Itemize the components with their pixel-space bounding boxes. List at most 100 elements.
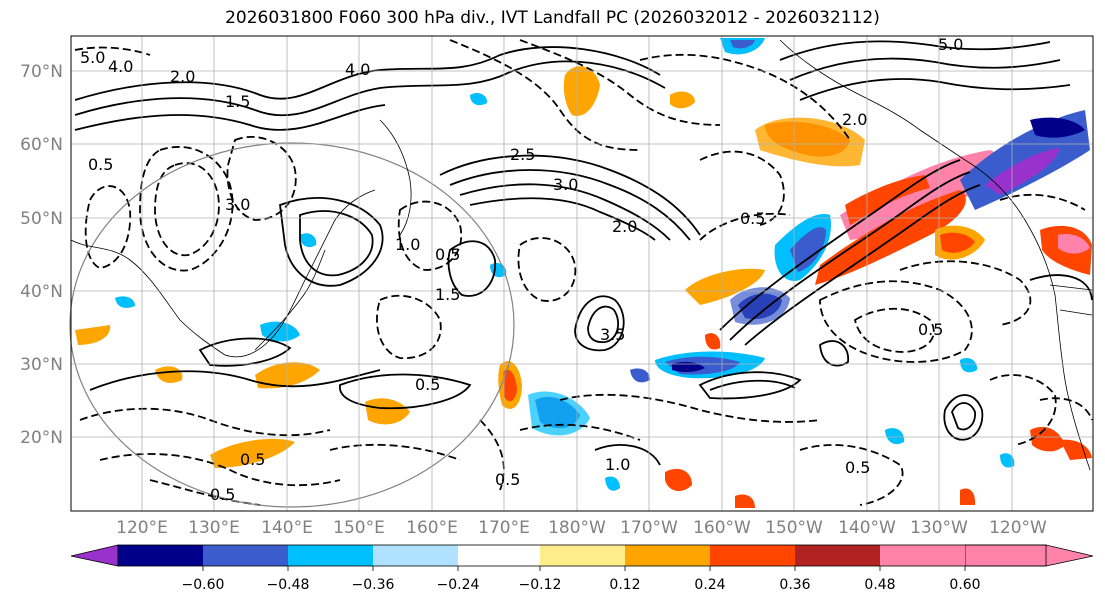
lon-label-130w: 130°W <box>910 518 968 538</box>
contour-dashed-19 <box>799 444 904 506</box>
contour-dashed-27 <box>999 193 1086 211</box>
coastlines <box>70 39 1093 471</box>
colorbar-swatch <box>540 545 625 566</box>
contour-label: 1.0 <box>605 455 630 474</box>
shading-cyan-wp-2 <box>260 321 300 342</box>
shading-orange-ct-4 <box>735 494 755 508</box>
coastline-japan <box>254 249 326 351</box>
shading-blue-1 <box>790 227 826 272</box>
shading-cyan-east-2 <box>885 428 905 445</box>
contour-dashed-26 <box>74 46 151 56</box>
contour-dashed-8 <box>449 39 641 151</box>
lat-label-70n: 70°N <box>20 62 63 82</box>
coastline-asia <box>70 189 376 358</box>
contour-solid-14 <box>574 295 625 352</box>
shading-orange-east-1 <box>960 488 976 505</box>
contour-solid-4 <box>439 154 701 236</box>
contour-dashed-16 <box>559 393 821 423</box>
contour-solid-23 <box>447 240 496 297</box>
colorbar-swatch <box>373 545 458 566</box>
lon-label-130e: 130°E <box>188 518 240 538</box>
contour-dashed-9 <box>519 39 721 126</box>
contour-dashed-14 <box>853 307 935 353</box>
contour-solid-28 <box>1029 274 1093 301</box>
map-title: 2026031800 F060 300 hPa div., IVT Landfa… <box>225 8 880 28</box>
colorbar-frame <box>117 544 1047 567</box>
lat-label-40n: 40°N <box>20 282 63 302</box>
shading-cyan-wp-4 <box>470 92 488 106</box>
shading-purple <box>985 148 1060 195</box>
contour-dashed-6 <box>517 237 577 302</box>
contour-solid-2 <box>74 60 666 117</box>
contour-solid-27 <box>819 340 849 367</box>
contour-label: 2.0 <box>170 67 195 86</box>
longitude-labels: 120°E 130°E 140°E 150°E 160°E 170°E 180°… <box>116 518 1047 538</box>
lon-label-170w: 170°W <box>620 518 678 538</box>
colorbar-swatch <box>458 545 540 566</box>
shading-blue-2 <box>730 287 790 325</box>
lon-label-140e: 140°E <box>261 518 313 538</box>
contour-label: 5.0 <box>80 48 105 67</box>
shading-blue-top-2 <box>730 40 755 49</box>
contour-solid-10 <box>744 184 981 346</box>
shading-orange-top-1 <box>563 66 600 116</box>
gridlines <box>71 36 1093 511</box>
contour-solid-25 <box>299 210 374 277</box>
shading-cyan-ct-4 <box>605 476 620 491</box>
shading-pink-right <box>1058 234 1090 254</box>
colorbar-swatch <box>625 545 710 566</box>
contour-solid-8 <box>719 159 961 331</box>
shading-navy-ct-2 <box>672 361 705 373</box>
shading-orange-wp-5 <box>75 325 111 345</box>
coastline-na-border-1 <box>1049 284 1093 291</box>
contour-solid-26 <box>594 444 661 466</box>
colorbar-label: 0.12 <box>609 577 640 593</box>
contour-label: 0.5 <box>88 155 113 174</box>
contour-solid-21 <box>198 337 292 367</box>
shading-pink-band <box>840 150 1001 240</box>
colorbar-label: −0.48 <box>267 577 310 593</box>
contour-dashed-10 <box>639 53 851 141</box>
contour-label: 1.5 <box>435 285 460 304</box>
contour-label: 5.0 <box>938 35 963 54</box>
map-frame <box>70 35 1094 512</box>
contour-solid-6 <box>459 183 671 241</box>
contour-solid-16 <box>698 371 802 400</box>
colorbar-label: −0.36 <box>352 577 395 593</box>
shading-cyan-east-1 <box>960 358 978 373</box>
contour-dashed-22 <box>79 407 331 437</box>
landfall-region-circle <box>69 142 515 508</box>
contour-dashed-11 <box>699 150 785 226</box>
coastline-na-border-2 <box>1059 309 1093 316</box>
colorbar-swatch <box>880 545 965 566</box>
contour-solid-18 <box>943 394 984 441</box>
contour-solid-7 <box>469 197 656 241</box>
shading-cyan-wp-3 <box>300 233 317 248</box>
contour-solid-19 <box>951 402 976 431</box>
colorbar-swatch <box>118 545 203 566</box>
contour-solid-20 <box>339 373 472 410</box>
shading-orange-wp-1 <box>255 362 320 389</box>
lon-label-120e: 120°E <box>116 518 168 538</box>
shading-red-ct-1 <box>503 369 517 402</box>
contour-dashed-2 <box>154 162 220 256</box>
colorbar-min-arrow <box>70 544 119 567</box>
contour-label: 3.5 <box>600 325 625 344</box>
contour-dashed-3 <box>84 185 132 269</box>
contour-dashed-15 <box>899 260 1032 326</box>
contour-solid-5 <box>449 169 691 241</box>
contour-label: 2.0 <box>842 110 867 129</box>
colorbar-label: −0.60 <box>182 577 225 593</box>
colorbar-label: 0.36 <box>779 577 810 593</box>
coastline-kamchatka <box>379 119 412 236</box>
colorbar-swatch <box>203 545 288 566</box>
lat-label-60n: 60°N <box>20 135 63 155</box>
contour-dashed-18 <box>479 419 505 491</box>
shading-orange-ct-6 <box>1060 439 1092 460</box>
contour-dashed-17 <box>519 423 641 441</box>
contour-label: 1.5 <box>225 92 250 111</box>
contour-solid-1 <box>74 46 661 101</box>
shading-blue-ct-3 <box>630 368 650 383</box>
contour-solid-17 <box>709 379 796 391</box>
